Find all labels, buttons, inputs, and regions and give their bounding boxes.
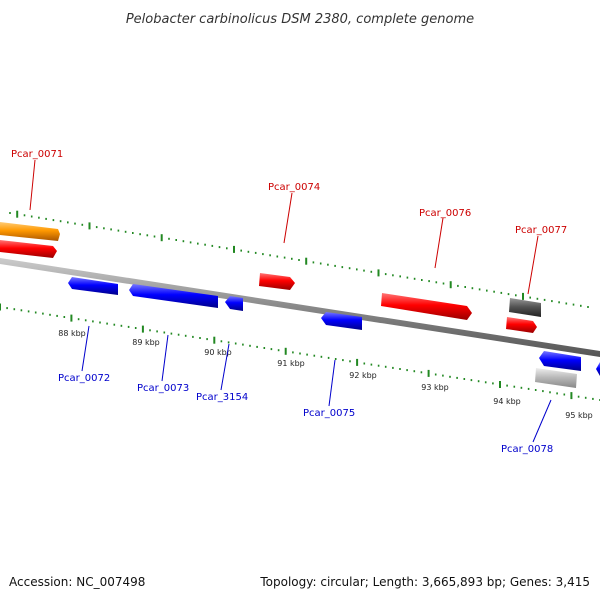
leader-pcar-3154 — [220, 343, 230, 391]
forward-strand-genes — [0, 222, 541, 333]
gene-forward-small[interactable] — [506, 317, 537, 333]
gene-pcar-3154[interactable] — [225, 296, 243, 311]
tick-label-93: 93 kbp — [421, 383, 449, 392]
top-tick-row — [9, 210, 589, 308]
leader-pcar-0074 — [283, 192, 293, 244]
gene-orange[interactable] — [0, 222, 60, 241]
map-title: Pelobacter carbinolicus DSM 2380, comple… — [126, 12, 474, 27]
gene-labels: Pcar_0071 Pcar_0074 Pcar_0076 Pcar_0077 … — [11, 149, 567, 455]
accession-text: Accession: NC_007498 — [9, 575, 145, 589]
tick-label-95: 95 kbp — [565, 411, 593, 420]
gene-pcar-0075[interactable] — [321, 312, 362, 330]
genome-summary-text: Topology: circular; Length: 3,665,893 bp… — [259, 575, 590, 589]
gene-pcar-0072[interactable] — [68, 277, 118, 295]
leader-pcar-0078 — [532, 399, 552, 443]
label-pcar-0073[interactable]: Pcar_0073 — [137, 383, 189, 394]
label-pcar-0075[interactable]: Pcar_0075 — [303, 408, 355, 419]
leader-pcar-0077 — [527, 235, 539, 295]
tick-label-89: 89 kbp — [132, 338, 160, 347]
tick-labels: 88 kbp 89 kbp 90 kbp 91 kbp 92 kbp 93 kb… — [58, 329, 593, 420]
reverse-strand-genes — [68, 277, 600, 388]
gene-pcar-0077[interactable] — [509, 298, 541, 317]
label-pcar-3154[interactable]: Pcar_3154 — [196, 392, 248, 403]
gene-gray-light[interactable] — [535, 368, 577, 388]
leader-pcar-0073 — [161, 334, 169, 382]
label-pcar-0074[interactable]: Pcar_0074 — [268, 182, 320, 193]
gene-pcar-0071[interactable] — [0, 240, 57, 258]
gene-pcar-0073[interactable] — [129, 284, 218, 308]
tick-label-94: 94 kbp — [493, 397, 521, 406]
leader-pcar-0076 — [434, 217, 444, 269]
label-pcar-0076[interactable]: Pcar_0076 — [419, 208, 471, 219]
gene-pcar-0074[interactable] — [259, 273, 295, 290]
gene-edge-blue[interactable] — [596, 362, 600, 376]
bottom-tick-row — [0, 303, 600, 401]
leader-pcar-0072 — [81, 325, 90, 372]
gene-pcar-0078[interactable] — [539, 351, 581, 371]
tick-label-92: 92 kbp — [349, 371, 377, 380]
label-pcar-0077[interactable]: Pcar_0077 — [515, 225, 567, 236]
label-pcar-0071[interactable]: Pcar_0071 — [11, 149, 63, 160]
label-pcar-0078[interactable]: Pcar_0078 — [501, 444, 553, 455]
tick-label-88: 88 kbp — [58, 329, 86, 338]
genome-backbone — [0, 258, 600, 357]
leader-pcar-0071 — [29, 159, 36, 211]
gene-pcar-0076[interactable] — [381, 293, 472, 320]
label-pcar-0072[interactable]: Pcar_0072 — [58, 373, 110, 384]
gene-leader-lines — [29, 159, 552, 443]
tick-label-90: 90 kbp — [204, 348, 232, 357]
leader-pcar-0075 — [328, 359, 336, 407]
tick-label-91: 91 kbp — [277, 359, 305, 368]
